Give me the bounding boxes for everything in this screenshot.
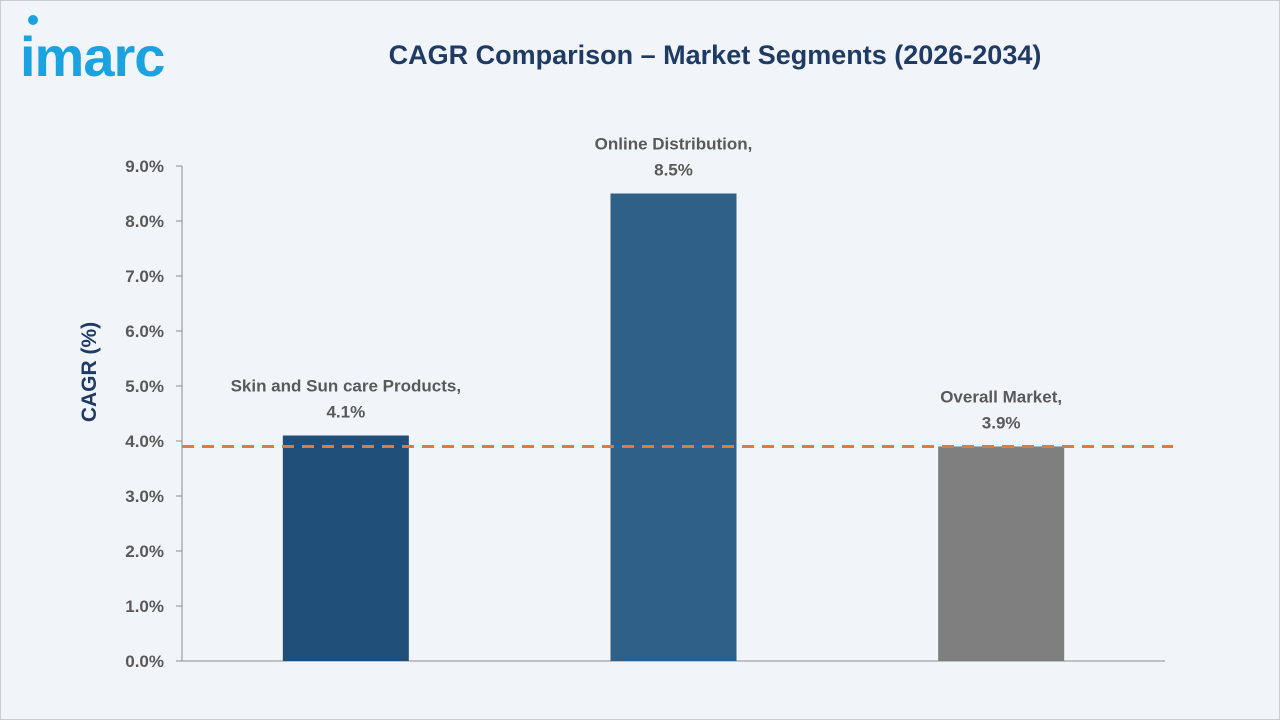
y-tick-label: 7.0% <box>125 267 164 286</box>
y-tick-label: 9.0% <box>125 157 164 176</box>
y-tick-label: 3.0% <box>125 487 164 506</box>
data-label: Online Distribution, <box>595 135 753 154</box>
data-labels: Skin and Sun care Products, 4.1% Online Di… <box>231 135 1063 433</box>
logo-text: imarc <box>20 25 164 88</box>
bar <box>610 193 737 661</box>
logo-dot <box>28 15 38 25</box>
bar <box>282 435 409 661</box>
data-label: 3.9% <box>982 414 1021 433</box>
imarc-logo: imarc <box>20 15 165 88</box>
y-tick-label: 1.0% <box>125 597 164 616</box>
y-axis-label: CAGR (%) <box>78 322 101 422</box>
bar <box>938 446 1065 661</box>
bars <box>282 193 1065 661</box>
y-tick-label: 4.0% <box>125 432 164 451</box>
y-tick-label: 0.0% <box>125 652 164 671</box>
data-label: Overall Market, <box>940 388 1062 407</box>
y-tick-label: 8.0% <box>125 212 164 231</box>
chart-title: CAGR Comparison – Market Segments (2026-… <box>388 40 1042 70</box>
y-tick-label: 5.0% <box>125 377 164 396</box>
y-tick-label: 2.0% <box>125 542 164 561</box>
data-label: 4.1% <box>326 403 365 422</box>
data-label: 8.5% <box>654 161 693 180</box>
data-label: Skin and Sun care Products, <box>231 377 462 396</box>
y-tick-label: 6.0% <box>125 322 164 341</box>
